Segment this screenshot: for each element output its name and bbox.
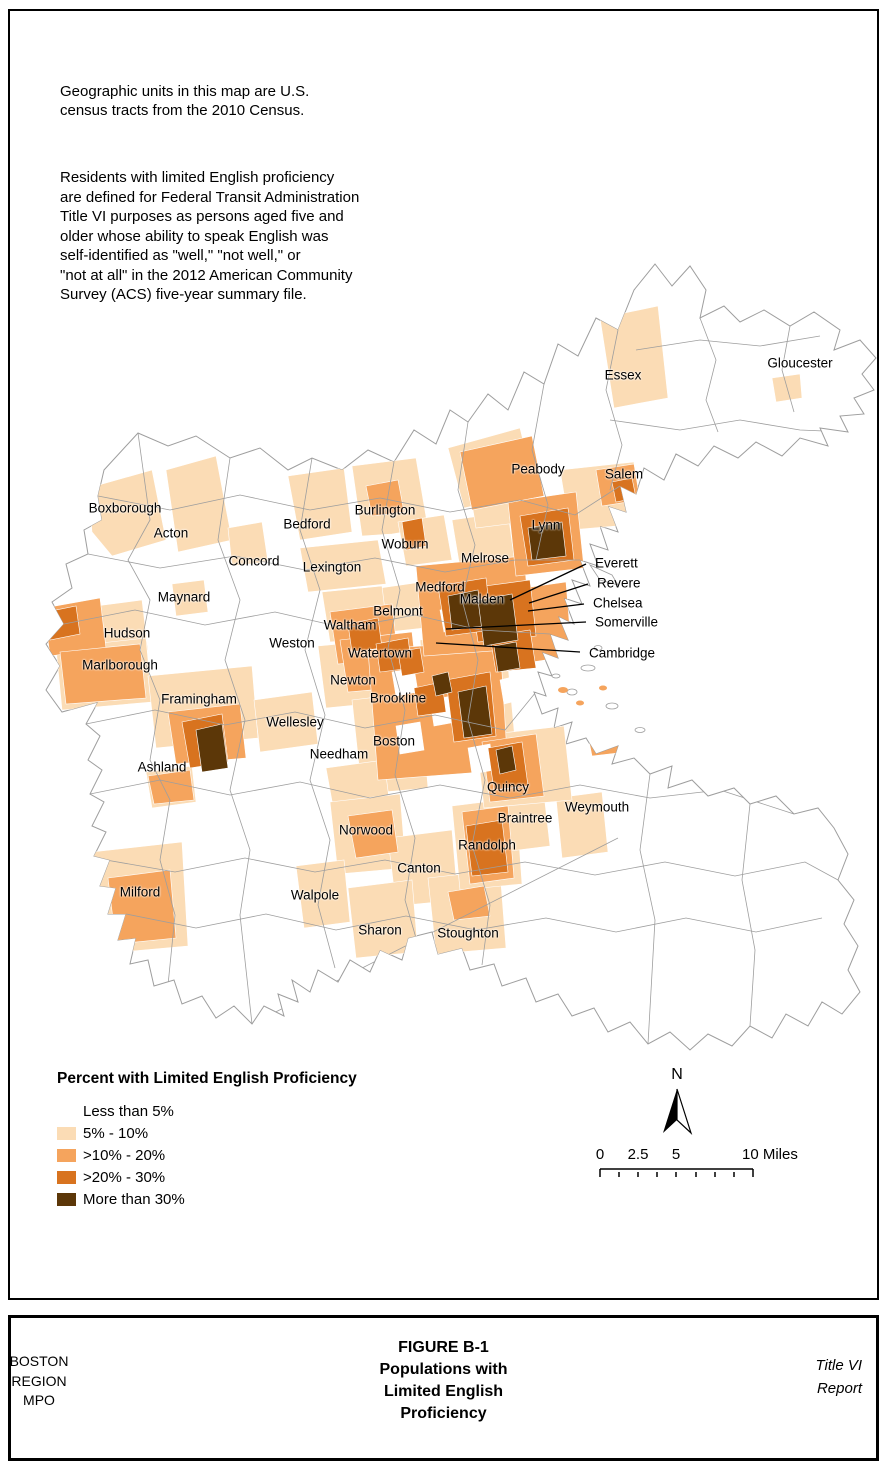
legend-items: Less than 5% 5% - 10% >10% - 20% >20% - 30%… bbox=[57, 1100, 357, 1210]
harbor-islands bbox=[551, 564, 646, 733]
callout-leader-line bbox=[528, 583, 589, 604]
note-census-tracts: Geographic units in this map are U.S. ce… bbox=[60, 82, 310, 120]
legend-label: More than 30% bbox=[83, 1190, 185, 1208]
legend-item: >20% - 30% bbox=[57, 1166, 357, 1188]
report-name: Title VI Report bbox=[815, 1357, 862, 1397]
legend-swatch bbox=[57, 1104, 76, 1118]
figure-title: FIGURE B-1 Populations with Limited Engl… bbox=[379, 1339, 508, 1422]
map-notes: Geographic units in this map are U.S. ce… bbox=[60, 62, 359, 324]
scale-bar bbox=[599, 1168, 754, 1177]
scale-bar-label: 10 Miles bbox=[742, 1146, 798, 1163]
legend-label: >20% - 30% bbox=[83, 1168, 166, 1186]
legend-swatch bbox=[57, 1148, 76, 1162]
map-legend: Percent with Limited English Proficiency… bbox=[57, 1070, 357, 1210]
scale-bar-label: 2.5 bbox=[627, 1146, 649, 1163]
legend-swatch bbox=[57, 1170, 76, 1184]
agency-name: BOSTON REGION MPO bbox=[9, 1353, 69, 1408]
callout-leader-line bbox=[509, 563, 587, 601]
legend-title: Percent with Limited English Proficiency bbox=[57, 1070, 357, 1087]
legend-label: 5% - 10% bbox=[83, 1124, 149, 1142]
legend-swatch bbox=[57, 1192, 76, 1206]
north-arrow-label: N bbox=[671, 1066, 683, 1083]
legend-label: >10% - 20% bbox=[83, 1146, 166, 1164]
legend-item: >10% - 20% bbox=[57, 1144, 357, 1166]
census-tracts-over-30 bbox=[195, 521, 567, 775]
legend-label: Less than 5% bbox=[83, 1102, 174, 1120]
legend-swatch bbox=[57, 1126, 76, 1140]
title-block-frame bbox=[8, 1315, 879, 1461]
callout-leader-line bbox=[445, 621, 587, 630]
legend-item: Less than 5% bbox=[57, 1100, 357, 1122]
callout-leader-line bbox=[435, 642, 581, 653]
legend-item: 5% - 10% bbox=[57, 1122, 357, 1144]
note-lep-definition: Residents with limited English proficien… bbox=[60, 169, 360, 303]
scale-bar-label: 5 bbox=[671, 1146, 681, 1163]
scale-bar-label: 0 bbox=[595, 1146, 605, 1163]
legend-item: More than 30% bbox=[57, 1188, 357, 1210]
north-arrow bbox=[663, 1088, 693, 1135]
callout-leader-line bbox=[527, 603, 585, 612]
callout-leader-lines bbox=[435, 563, 589, 653]
